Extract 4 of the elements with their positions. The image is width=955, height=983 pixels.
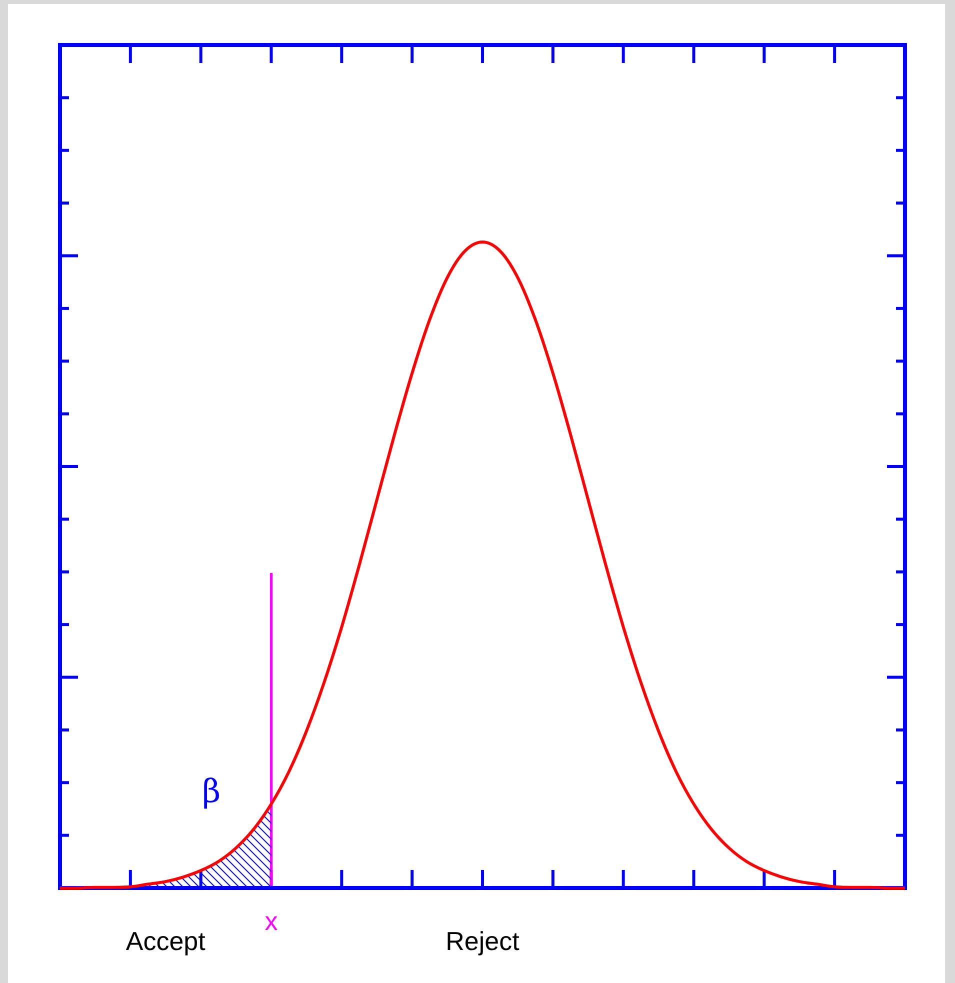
text: Accept [126, 926, 206, 956]
annotation: β [202, 772, 221, 810]
text: Reject [446, 926, 520, 956]
text: x [264, 906, 278, 936]
